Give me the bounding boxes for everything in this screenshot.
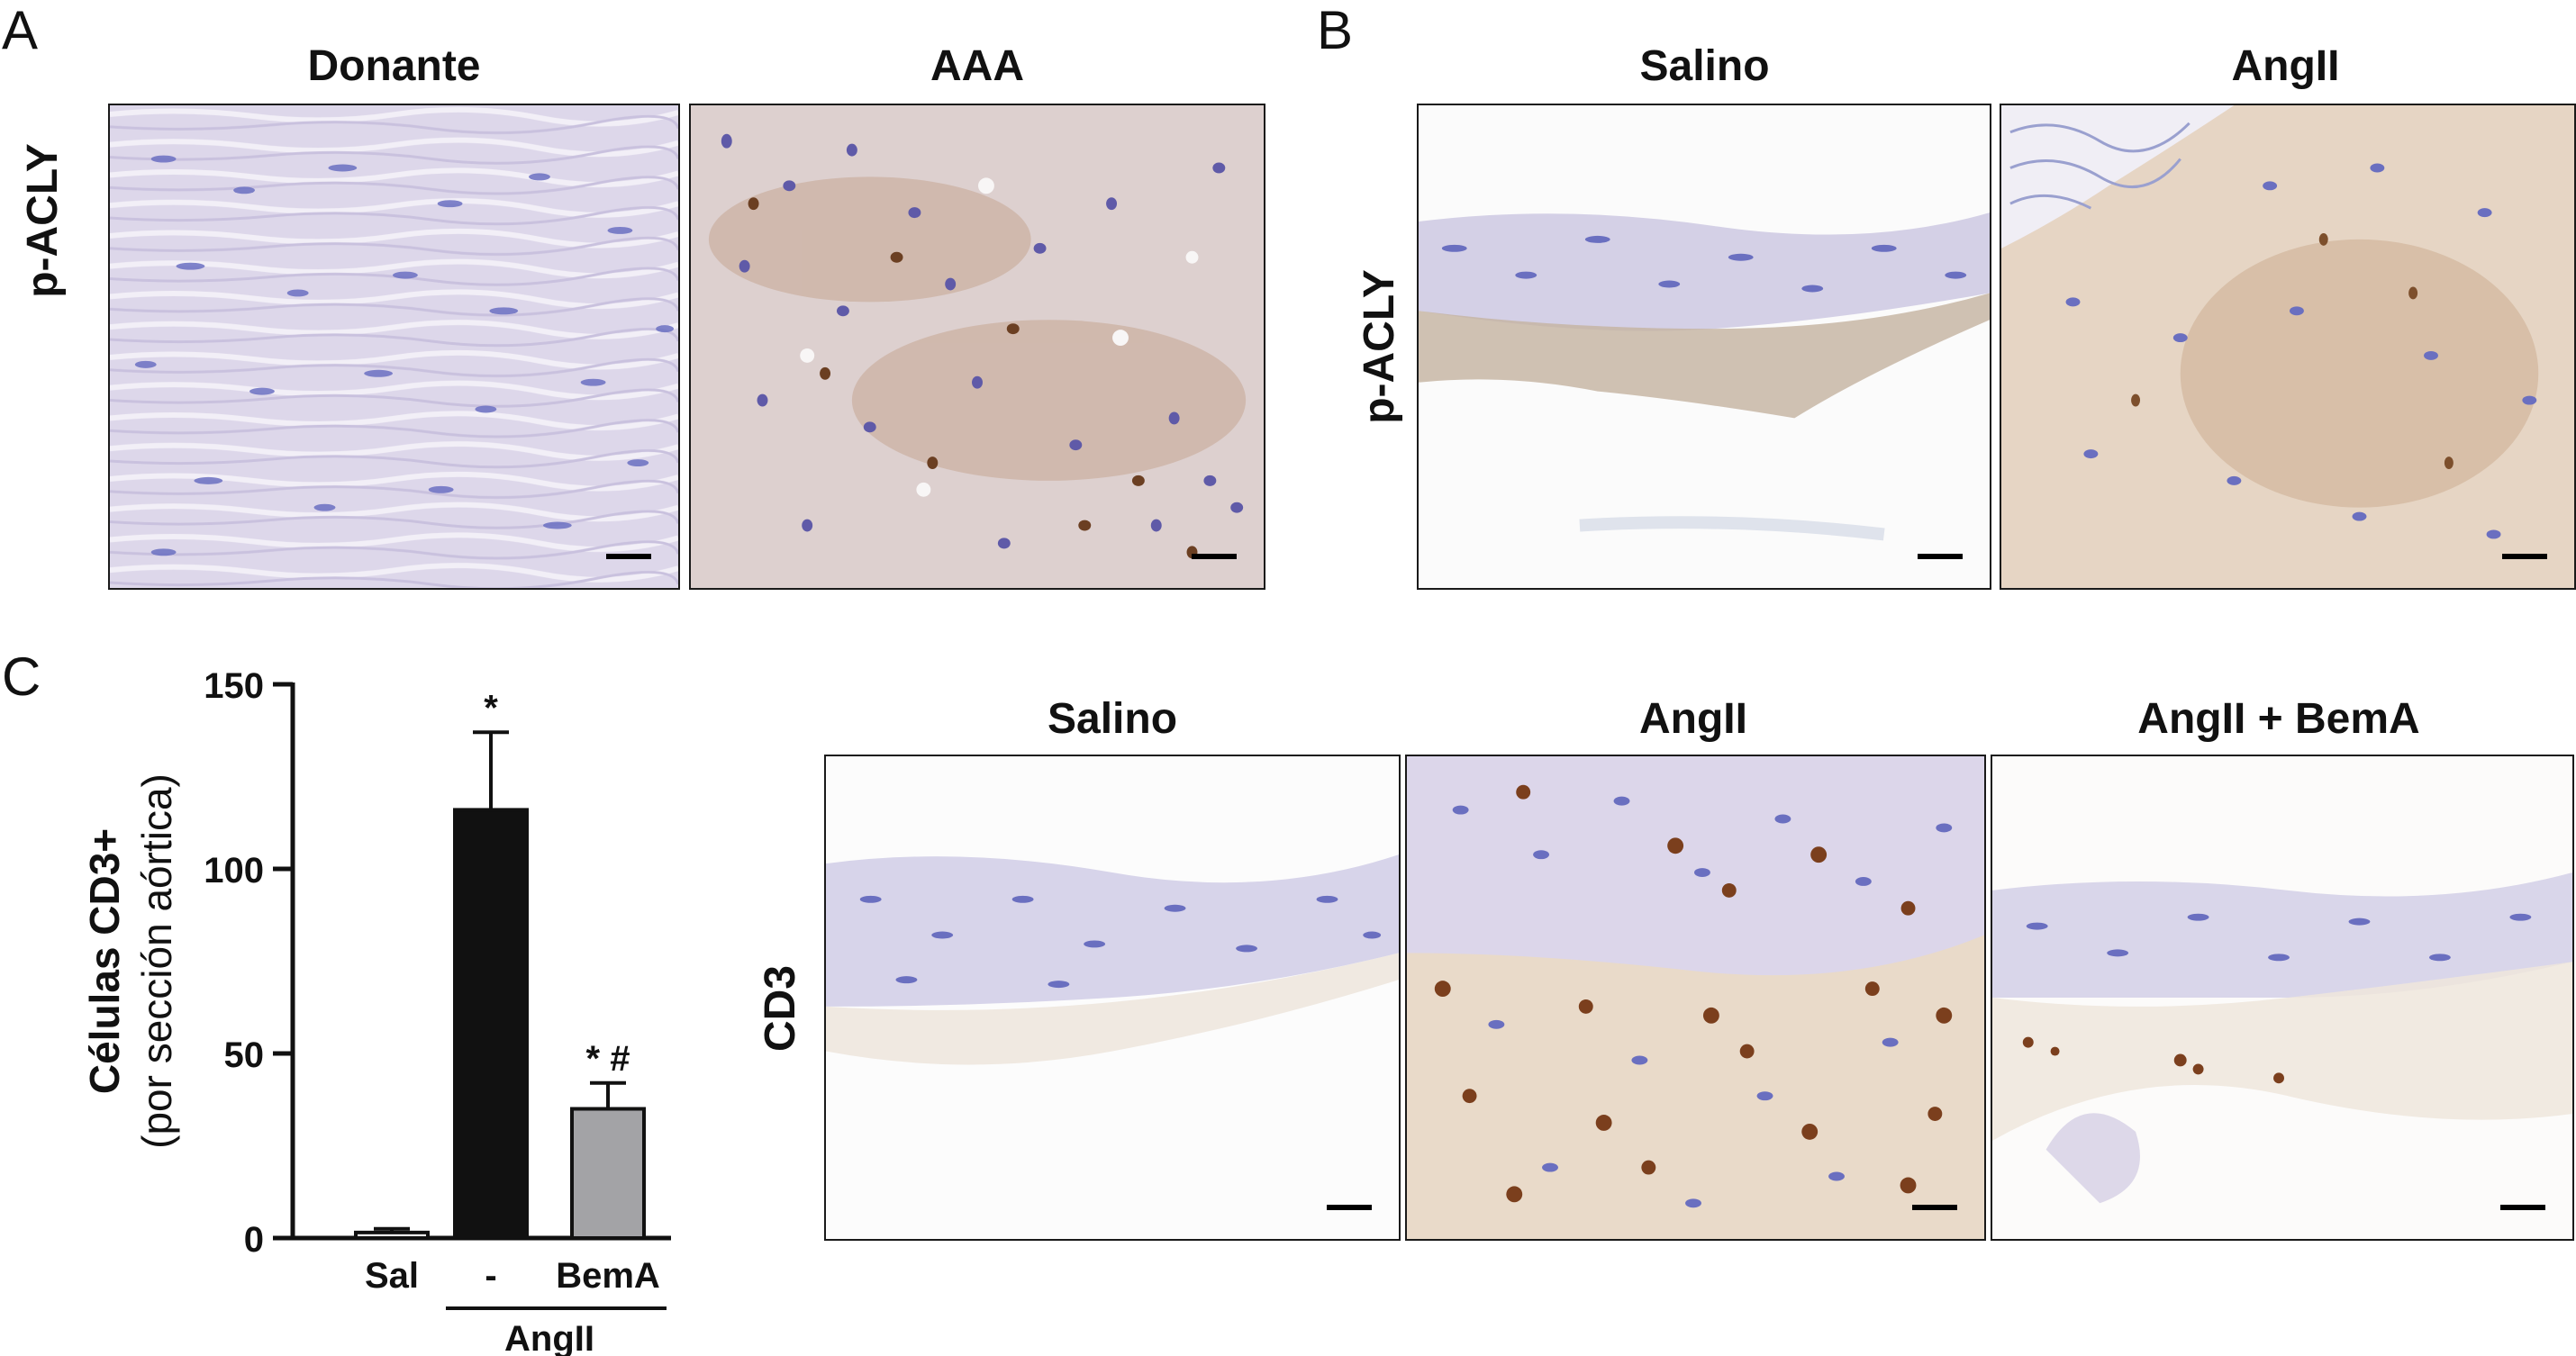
y-axis-sublabel: (por sección aórtica) [133,773,180,1149]
column-title-aaa: AAA [930,42,1024,90]
bar-3 [570,1107,646,1240]
row-label-p-acly-b: p-ACLY [1356,269,1403,424]
x-category-label: BemA [556,1256,660,1296]
panel-letter-a: A [2,0,39,60]
scale-bar [2500,1205,2545,1210]
column-title-salino-b: Salino [1639,42,1770,90]
significance-label: * # [586,1039,630,1079]
scale-bar [1918,554,1963,559]
micrograph-salino-p-acly [1417,104,1991,590]
scale-bar [1327,1205,1372,1210]
micrograph-aaa [689,104,1265,590]
x-category-label: - [485,1256,496,1296]
x-category-label: Sal [365,1256,419,1296]
micrograph-angii-p-acly [2000,104,2576,590]
y-tick-label: 100 [204,851,264,890]
group-label: AngII [504,1319,594,1356]
panel-letter-b: B [1317,0,1354,60]
column-title-angii-bema-c: AngII + BemA [2137,695,2420,743]
panel-letter-c: C [2,646,41,707]
significance-label: * [484,688,498,728]
micrograph-donante [108,104,680,590]
cd3-bar-chart: 0 50 100 150 Sal * - * # BemA AngII Células CD3+ (p… [81,666,671,1356]
scale-bar [2502,554,2547,559]
column-title-angii-c: AngII [1639,695,1747,743]
row-label-cd3: CD3 [757,964,804,1053]
column-title-angii-b: AngII [2231,42,2340,90]
column-title-salino-c: Salino [1047,695,1178,743]
scale-bar [1192,554,1237,559]
y-tick-label: 50 [224,1035,265,1075]
scale-bar [606,554,651,559]
micrograph-angii-cd3 [1405,755,1986,1241]
micrograph-salino-cd3 [824,755,1401,1241]
column-title-donante: Donante [307,42,481,90]
micrograph-angii-bema-cd3 [1991,755,2574,1241]
row-label-p-acly-a: p-ACLY [19,143,67,298]
y-axis-label: Células CD3+ [81,828,128,1094]
y-tick-label: 150 [204,666,264,706]
scale-bar [1912,1205,1957,1210]
bar-1 [354,1230,430,1240]
bar-2 [453,808,529,1240]
y-tick-label: 0 [244,1220,264,1260]
